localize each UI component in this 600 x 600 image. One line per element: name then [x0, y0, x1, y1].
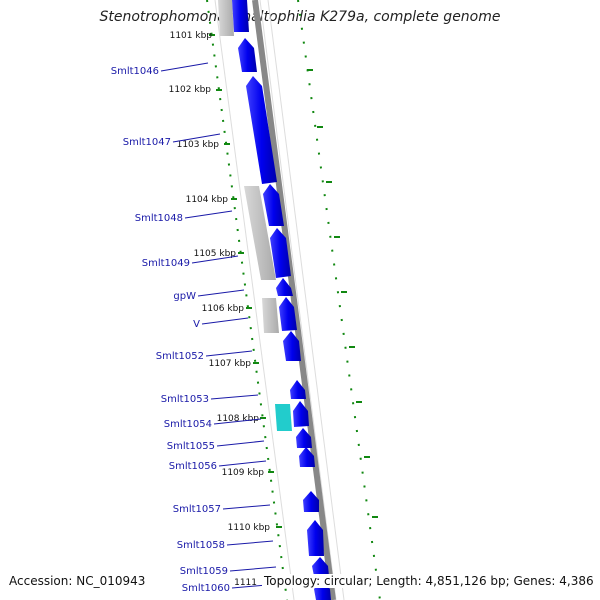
tick-label-1107: 1107 kbp: [209, 359, 252, 369]
cds-arrow-smlt1055: [296, 428, 312, 448]
gene-label-smlt1052: Smlt1052: [156, 351, 204, 362]
cds-arrow-v: [279, 297, 297, 331]
cds-arrow-smlt1057: [303, 491, 319, 512]
gene-leader-lines: [160, 62, 279, 589]
cds-arrow-smlt1048: [263, 184, 284, 226]
gene-label-v: V: [193, 319, 200, 330]
accession-text: Accession: NC_010943: [9, 574, 146, 588]
tick-label-1102: 1102 kbp: [169, 85, 212, 95]
tick-label-1104: 1104 kbp: [186, 195, 229, 205]
gene-label-smlt1060: Smlt1060: [182, 583, 230, 594]
gene-label-smlt1059: Smlt1059: [180, 566, 228, 577]
kbp-labels: 1101 kbp 1102 kbp 1103 kbp 1104 kbp 1105…: [169, 31, 271, 588]
genome-backbone: [252, 0, 336, 600]
cds-arrow-smlt1059: [312, 557, 329, 576]
gray-feature-1048: [244, 186, 276, 280]
outer-tick-marks: [307, 69, 378, 518]
cds-arrow-smlt1058: [307, 520, 324, 556]
tick-label-1108: 1108 kbp: [217, 414, 260, 424]
tick-label-1109: 1109 kbp: [222, 468, 265, 478]
tick-label-1101: 1101 kbp: [170, 31, 213, 41]
cds-arrow-smlt1052: [283, 331, 301, 361]
cds-track: [232, 0, 331, 600]
gc-skew-track-outer: [297, 0, 381, 600]
cyan-feature: [275, 404, 292, 431]
cds-arrow-top: [232, 0, 249, 32]
tick-label-1111: 1111: [234, 578, 257, 588]
gc-content-track-inner: [206, 0, 288, 600]
gray-feature-v: [262, 298, 279, 333]
tick-label-1105: 1105 kbp: [194, 249, 237, 259]
guide-rings: [214, 0, 345, 600]
gene-label-smlt1048: Smlt1048: [135, 213, 183, 224]
cds-arrow-smlt1046: [238, 38, 257, 72]
gene-label-smlt1047: Smlt1047: [123, 137, 171, 148]
cds-arrow-smlt1056: [299, 447, 315, 467]
gene-label-gpw: gpW: [173, 291, 196, 302]
gene-label-smlt1049: Smlt1049: [142, 258, 190, 269]
gene-label-smlt1056: Smlt1056: [169, 461, 217, 472]
gene-label-smlt1058: Smlt1058: [177, 540, 225, 551]
gene-label-smlt1055: Smlt1055: [167, 441, 215, 452]
gray-feature-top: [218, 0, 234, 36]
cds-arrow-smlt1053: [290, 380, 306, 399]
gene-label-smlt1046: Smlt1046: [111, 66, 159, 77]
tick-label-1110: 1110 kbp: [228, 523, 271, 533]
gene-labels: Smlt1046 Smlt1047 Smlt1048 Smlt1049 gpW …: [111, 66, 230, 594]
genome-summary-text: Topology: circular; Length: 4,851,126 bp…: [262, 574, 594, 588]
genome-title: Stenotrophomonas maltophilia K279a, comp…: [99, 9, 501, 25]
gene-label-smlt1053: Smlt1053: [161, 394, 209, 405]
cds-arrow-gpw: [276, 278, 293, 296]
cds-arrow-smlt1047: [246, 76, 277, 184]
cds-arrow-smlt1049: [270, 228, 291, 278]
gene-label-smlt1057: Smlt1057: [173, 504, 221, 515]
tick-label-1106: 1106 kbp: [202, 304, 245, 314]
tick-label-1103: 1103 kbp: [177, 140, 220, 150]
gene-label-smlt1054: Smlt1054: [164, 419, 212, 430]
cds-arrow-smlt1054: [293, 401, 309, 427]
